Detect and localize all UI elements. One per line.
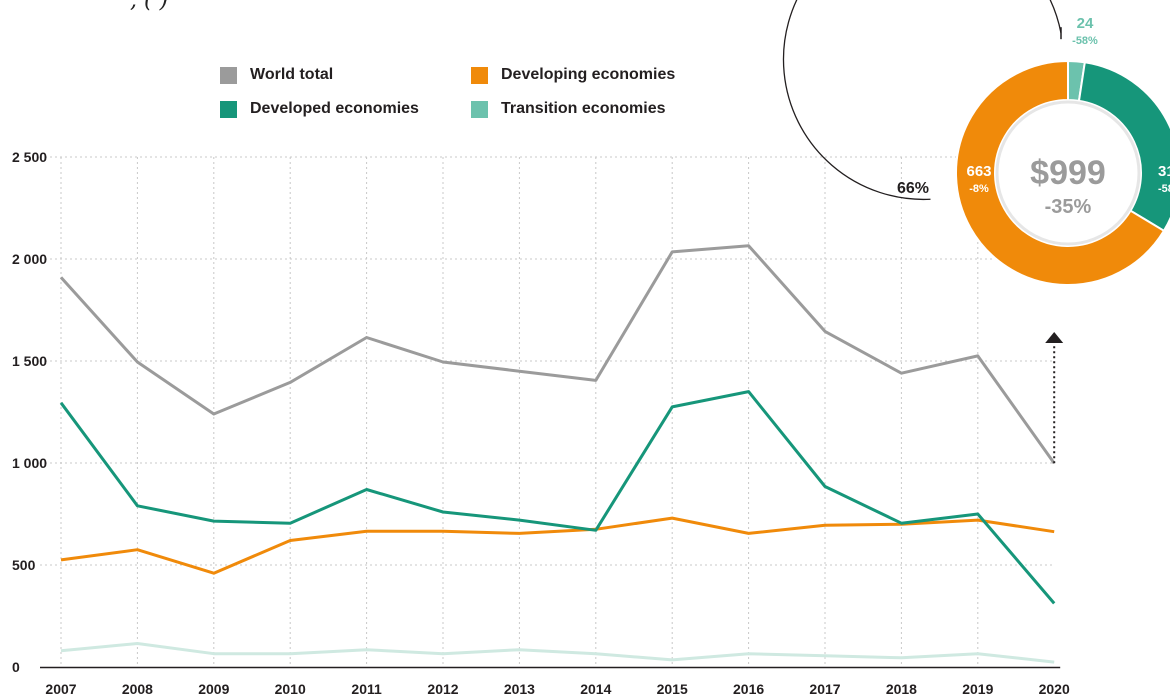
legend-swatch-developing xyxy=(471,66,488,84)
series-line-transition-economies xyxy=(60,642,1055,664)
x-tick-label: 2011 xyxy=(351,681,382,697)
legend-swatch-world xyxy=(220,66,237,84)
legend-item-world: World total xyxy=(220,66,333,84)
series-line-developing-economies xyxy=(60,516,1055,575)
x-tick-label: 2020 xyxy=(1039,681,1070,697)
series-line-developed-economies xyxy=(59,390,1056,605)
y-tick-label: 0 xyxy=(12,659,20,675)
legend-label-world: World total xyxy=(250,66,334,83)
x-tick-label: 2016 xyxy=(733,681,764,697)
donut-chart: $999 -35% 24 -58% 312 -58% 663 -8% 66% xyxy=(782,0,1170,286)
donut-outer-percent: 66% xyxy=(897,180,929,197)
legend-swatch-developed xyxy=(220,100,237,118)
x-tick-label: 2019 xyxy=(962,681,993,697)
legend-item-developing: Developing economies xyxy=(471,66,675,84)
donut-label-developed-change: -58% xyxy=(1158,183,1170,195)
y-tick-label: 2 500 xyxy=(12,149,47,165)
legend-label-transition: Transition economies xyxy=(501,100,666,117)
y-tick-label: 2 000 xyxy=(12,251,47,267)
highlight-arrow xyxy=(1045,332,1064,464)
series-line-world-total xyxy=(59,244,1056,465)
chart-title-fragment: , ( ) xyxy=(130,0,169,13)
legend-item-developed: Developed economies xyxy=(220,100,419,118)
x-tick-label: 2012 xyxy=(427,681,458,697)
donut-label-developed-value: 312 xyxy=(1158,163,1170,180)
donut-label-developing-change: -8% xyxy=(969,183,989,195)
y-tick-label: 1 000 xyxy=(12,455,47,471)
legend-label-developing: Developing economies xyxy=(501,66,676,83)
x-tick-label: 2008 xyxy=(122,681,153,697)
donut-center-value: $999 xyxy=(1030,154,1106,192)
donut-label-transition-change: -58% xyxy=(1072,35,1098,47)
x-tick-label: 2014 xyxy=(580,681,611,697)
x-tick-label: 2018 xyxy=(886,681,917,697)
series-lines xyxy=(59,244,1056,664)
donut-label-developing-value: 663 xyxy=(966,163,991,180)
donut-slice-developing-economies xyxy=(955,59,1166,286)
arrow-head xyxy=(1045,332,1064,343)
x-tick-label: 2007 xyxy=(45,681,76,697)
y-tick-label: 1 500 xyxy=(12,353,47,369)
x-tick-label: 2017 xyxy=(809,681,840,697)
legend-item-transition: Transition economies xyxy=(471,100,665,118)
axis-ticks: 0 500 1 000 1 500 2 000 2 500 2007 2008 2009 2010… xyxy=(12,149,1070,697)
x-tick-label: 2013 xyxy=(504,681,535,697)
x-tick-label: 2009 xyxy=(198,681,229,697)
donut-center xyxy=(995,100,1141,246)
grid xyxy=(40,156,1061,669)
outer-arc xyxy=(782,0,1062,201)
legend-swatch-transition xyxy=(471,100,488,118)
donut-label-transition-value: 24 xyxy=(1077,15,1094,32)
x-tick-label: 2015 xyxy=(657,681,688,697)
donut-center-change: -35% xyxy=(1045,196,1092,218)
y-tick-label: 500 xyxy=(12,557,36,573)
x-tick-label: 2010 xyxy=(275,681,306,697)
legend-label-developed: Developed economies xyxy=(250,100,419,117)
